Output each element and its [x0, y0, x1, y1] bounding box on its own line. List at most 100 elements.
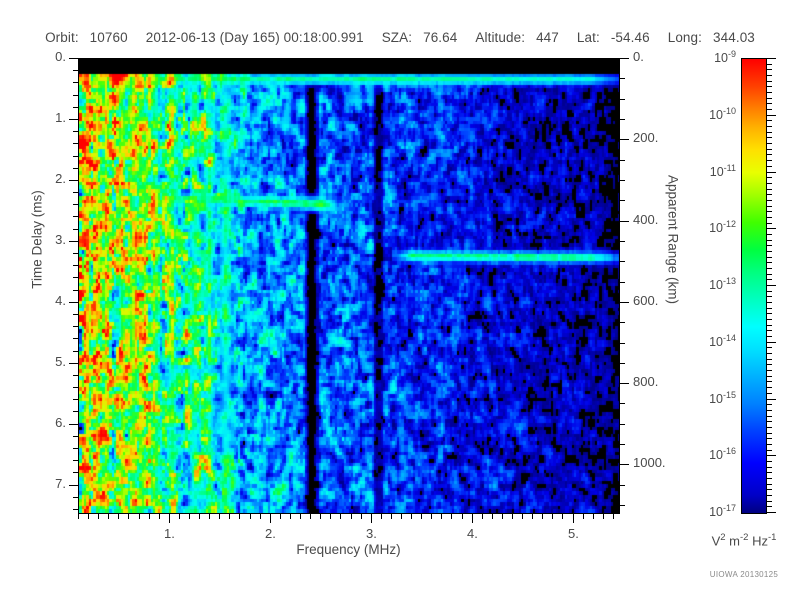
axis-tick	[73, 387, 78, 388]
axis-tick	[73, 107, 78, 108]
colorbar-minor-tick	[767, 132, 772, 133]
axis-tick	[219, 514, 220, 519]
axis-tick	[620, 302, 629, 303]
colorbar-minor-tick	[767, 211, 772, 212]
axis-tick	[73, 277, 78, 278]
colorbar-tick-label-0: 10-9	[714, 49, 736, 66]
colorbar-minor-tick	[767, 137, 772, 138]
colorbar-minor-tick	[767, 302, 772, 303]
axis-tick	[441, 514, 442, 519]
axis-tick	[73, 95, 78, 96]
header-orbit-label: Orbit:	[45, 30, 79, 45]
colorbar-minor-tick	[767, 410, 772, 411]
axis-tick	[73, 460, 78, 461]
y-axis-right-tick-label-2: 400.	[633, 212, 659, 227]
colorbar-minor-tick	[767, 64, 772, 65]
y-axis-left-tick-label-5: 5.	[55, 354, 66, 369]
axis-tick	[69, 241, 78, 242]
unit-v: V	[711, 533, 721, 549]
axis-tick	[69, 180, 78, 181]
colorbar-minor-tick	[767, 194, 772, 195]
axis-tick	[472, 514, 473, 523]
colorbar-tick	[767, 342, 776, 343]
axis-tick	[552, 514, 553, 519]
colorbar-minor-tick	[767, 484, 772, 485]
axis-tick	[620, 464, 629, 465]
colorbar-minor-tick	[767, 154, 772, 155]
axis-tick	[542, 514, 543, 519]
colorbar-tick-label-7: 10-16	[709, 446, 736, 463]
axis-tick	[69, 119, 78, 120]
axis-tick	[73, 192, 78, 193]
axis-tick	[620, 444, 625, 445]
header-altitude-value: 447	[536, 30, 559, 45]
axis-tick	[73, 436, 78, 437]
axis-tick	[69, 302, 78, 303]
colorbar-tick	[767, 115, 776, 116]
axis-tick	[620, 485, 625, 486]
colorbar-minor-tick	[767, 427, 772, 428]
colorbar-minor-tick	[767, 81, 772, 82]
axis-tick	[361, 514, 362, 519]
axis-tick	[290, 514, 291, 519]
y-axis-right-tick-label-0: 0.	[633, 49, 644, 64]
colorbar-tick-label-3: 10-12	[709, 219, 736, 236]
axis-tick	[620, 99, 625, 100]
y-axis-left-tick-label-2: 2.	[55, 171, 66, 186]
axis-tick	[381, 514, 382, 519]
colorbar-minor-tick	[767, 381, 772, 382]
colorbar-minor-tick	[767, 268, 772, 269]
x-axis-tick-label-1: 2.	[265, 526, 276, 541]
colorbar-minor-tick	[767, 126, 772, 127]
axis-tick	[482, 514, 483, 519]
axis-tick	[73, 168, 78, 169]
header-lat-label: Lat:	[576, 30, 600, 45]
colorbar-minor-tick	[767, 364, 772, 365]
colorbar-minor-tick	[767, 319, 772, 320]
axis-tick	[189, 514, 190, 519]
colorbar-minor-tick	[767, 325, 772, 326]
axis-tick	[280, 514, 281, 519]
y-axis-left-tick-label-1: 1.	[55, 110, 66, 125]
axis-tick	[169, 514, 170, 523]
colorbar-tick-label-5: 10-14	[709, 333, 736, 350]
colorbar-minor-tick	[767, 461, 772, 462]
colorbar-unit-label: V2 m-2 Hz-1	[690, 532, 798, 548]
axis-tick	[73, 265, 78, 266]
axis-tick	[620, 200, 625, 201]
ionogram-heatmap-canvas	[79, 59, 619, 513]
colorbar-tick	[767, 172, 776, 173]
colorbar-minor-tick	[767, 291, 772, 292]
axis-tick	[73, 497, 78, 498]
colorbar-minor-tick	[767, 433, 772, 434]
axis-tick	[462, 514, 463, 519]
colorbar-minor-tick	[767, 472, 772, 473]
axis-tick	[229, 514, 230, 519]
header-altitude-label: Altitude:	[475, 30, 526, 45]
unit-m: m	[729, 533, 740, 549]
colorbar-minor-tick	[767, 313, 772, 314]
axis-tick	[620, 160, 625, 161]
axis-tick	[620, 343, 625, 344]
axis-tick	[391, 514, 392, 519]
colorbar-minor-tick	[767, 495, 772, 496]
header-long-label: Long:	[667, 30, 703, 45]
axis-tick	[73, 143, 78, 144]
colorbar-minor-tick	[767, 501, 772, 502]
axis-tick	[73, 82, 78, 83]
axis-tick	[270, 514, 271, 523]
axis-tick	[73, 472, 78, 473]
unit-m-exponent: -2	[740, 532, 749, 543]
axis-tick	[209, 514, 210, 519]
colorbar-tick	[767, 228, 776, 229]
axis-tick	[98, 514, 99, 519]
axis-tick	[330, 514, 331, 519]
axis-tick	[73, 70, 78, 71]
axis-tick	[149, 514, 150, 519]
colorbar-minor-tick	[767, 200, 772, 201]
footer-credit: UIOWA 20130125	[709, 570, 779, 579]
axis-tick	[620, 139, 629, 140]
axis-tick	[502, 514, 503, 519]
